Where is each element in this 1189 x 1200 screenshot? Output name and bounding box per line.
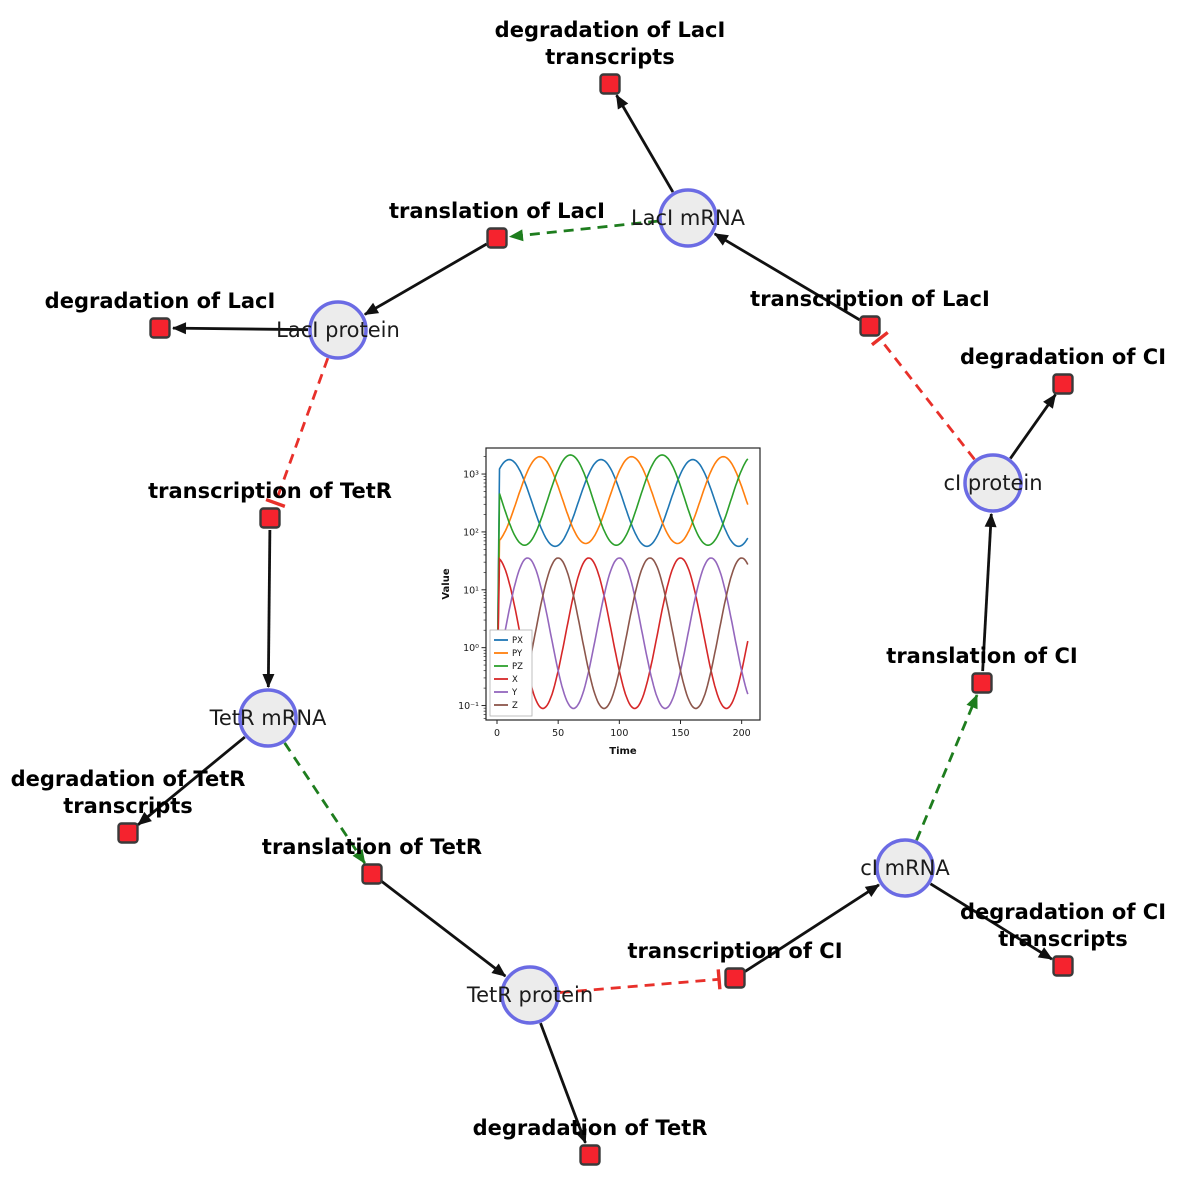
reaction-node-tl_TetR (361, 863, 383, 885)
reaction-label-deg_TetR: degradation of TetR (473, 1116, 708, 1140)
edge-inhibition (265, 357, 330, 508)
x-tick-label: 0 (494, 728, 500, 739)
reaction-label-deg_cI_tx: degradation of CI (960, 900, 1166, 924)
y-tick-label: 10³ (463, 470, 479, 481)
reaction-label-tl_LacI: translation of LacI (389, 199, 605, 223)
species-label-cI_mRNA: cI mRNA (860, 856, 950, 880)
y-tick-label: 10² (463, 527, 479, 538)
y-tick-label: 10¹ (463, 585, 479, 596)
edge-consumption (1009, 393, 1057, 460)
legend-label-Y: Y (511, 688, 518, 698)
species-label-LacI_protein: LacI protein (276, 318, 400, 342)
reaction-label-deg_cI: degradation of CI (960, 345, 1166, 369)
species-node-LacI_mRNA (658, 188, 718, 248)
species-label-LacI_mRNA: LacI mRNA (631, 206, 746, 230)
series-line-PZ (496, 454, 749, 704)
edge-inhibition (559, 969, 722, 994)
species-node-cI_mRNA (875, 838, 935, 898)
reaction-label-tl_TetR: translation of TetR (262, 835, 482, 859)
reaction-node-tc_cI (724, 967, 746, 989)
edge-consumption (171, 322, 309, 335)
timecourse-plot: Time Value 0 50 100 150 200 10⁻¹ 10⁰ 10¹ 10² 10³ P… (441, 447, 761, 757)
edge-activation (915, 694, 979, 841)
edge-consumption (137, 735, 246, 826)
reaction-label-deg_TetR_tx: transcripts (63, 794, 193, 818)
species-node-cI_protein (963, 453, 1023, 513)
legend-label-PX: PX (512, 636, 523, 646)
edge-consumption (929, 882, 1053, 961)
edge-production (744, 883, 880, 973)
edge-production (262, 529, 275, 689)
edge-consumption (615, 94, 675, 193)
legend-label-PZ: PZ (512, 662, 523, 672)
edge-inhibition (870, 331, 976, 461)
edge-consumption (539, 1022, 587, 1144)
species-label-cI_protein: cI protein (943, 471, 1042, 495)
reaction-label-deg_LacI_tx: degradation of LacI (495, 18, 726, 42)
node-layer: LacI mRNA LacI protein TetR mRNA TetR prote… (11, 18, 1166, 1166)
x-tick-label: 50 (552, 728, 564, 739)
y-tick-label: 10⁰ (463, 643, 479, 654)
reaction-label-tc_TetR: transcription of TetR (148, 479, 392, 503)
reaction-label-deg_TetR_tx: degradation of TetR (11, 767, 246, 791)
y-axis-label: Value (441, 568, 452, 599)
reaction-label-deg_cI_tx: transcripts (998, 927, 1128, 951)
edge-production (363, 242, 488, 316)
x-tick-label: 200 (733, 728, 751, 739)
edge-activation (283, 742, 366, 865)
legend-box (489, 629, 533, 717)
series-line-PY (496, 455, 749, 704)
x-tick-label: 100 (610, 728, 628, 739)
reaction-node-deg_cI (1052, 373, 1074, 395)
edge-production (380, 880, 507, 978)
y-tick-label: 10⁻¹ (458, 701, 479, 712)
legend-label-Z: Z (512, 701, 518, 711)
reaction-node-deg_TetR (579, 1144, 601, 1166)
reaction-label-tl_cI: translation of CI (886, 644, 1077, 668)
species-node-TetR_protein (500, 965, 560, 1025)
series-line-Y (496, 557, 749, 710)
species-label-TetR_protein: TetR protein (466, 983, 593, 1007)
reaction-label-deg_LacI: degradation of LacI (45, 289, 276, 313)
edge-production (713, 232, 861, 322)
reaction-node-deg_LacI (149, 317, 171, 339)
legend-label-PY: PY (512, 649, 523, 659)
reaction-node-deg_LacI_tx (599, 73, 621, 95)
reaction-node-tl_LacI (486, 227, 508, 249)
x-tick-label: 150 (671, 728, 689, 739)
reaction-node-tc_TetR (259, 507, 281, 529)
reaction-node-tl_cI (971, 672, 993, 694)
reaction-node-deg_TetR_tx (117, 822, 139, 844)
reaction-label-tc_cI: transcription of CI (627, 939, 842, 963)
reaction-label-tc_LacI: transcription of LacI (750, 287, 990, 311)
species-node-LacI_protein (308, 300, 368, 360)
legend-label-X: X (512, 675, 518, 685)
reaction-node-deg_cI_tx (1052, 955, 1074, 977)
series-line-X (496, 556, 749, 710)
reaction-node-tc_LacI (859, 315, 881, 337)
species-label-TetR_mRNA: TetR mRNA (209, 706, 327, 730)
reaction-label-deg_LacI_tx: transcripts (545, 45, 675, 69)
species-node-TetR_mRNA (238, 688, 298, 748)
series-line-Z (496, 557, 749, 710)
edge-layer (137, 94, 1057, 1144)
x-axis-label: Time (609, 746, 637, 757)
edge-activation (508, 219, 659, 242)
edge-production (981, 512, 997, 672)
